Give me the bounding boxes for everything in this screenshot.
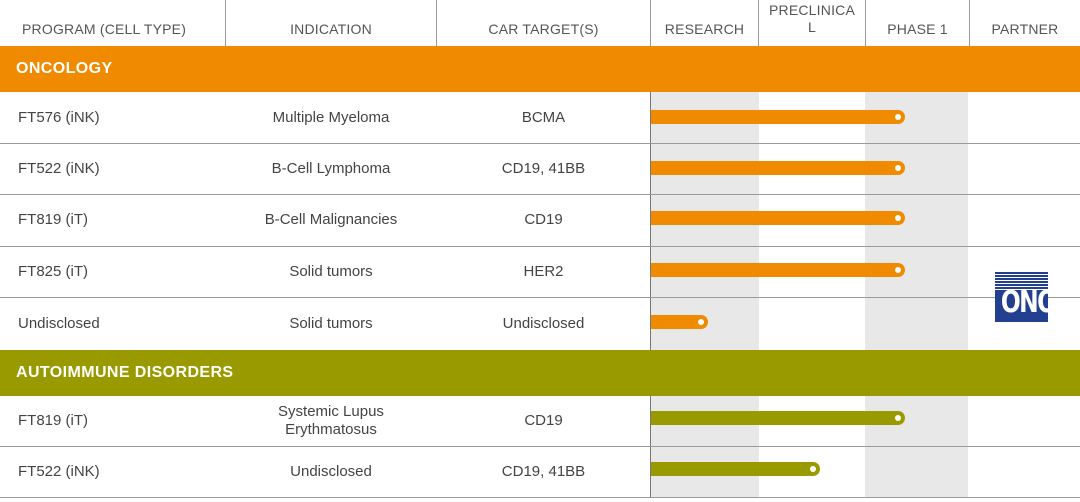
progress-bar [651,110,905,124]
target-cell: Undisclosed [502,314,585,332]
header-indication: INDICATION [290,21,372,37]
header-divider [650,0,651,46]
header-divider [758,0,759,46]
program-cell: FT819 (iT) [18,211,89,228]
stage-divider-line-autoimmune [650,396,651,498]
header-phase1: PHASE 1 [887,21,948,37]
progress-bar-tip-icon [895,114,901,120]
progress-bar [651,462,820,476]
indication-cell: Systemic Lupus Erythmatosus [226,396,436,446]
section-header-autoimmune: AUTOIMMUNE DISORDERS [0,350,1080,396]
program-cell: FT819 (iT) [18,412,89,429]
target-cell: CD19, 41BB [501,159,586,177]
progress-bar-tip-icon [895,215,901,221]
indication-cell: Solid tumors [289,314,373,332]
progress-bar [651,161,905,175]
program-cell: FT576 (iNK) [18,108,100,126]
header-divider [436,0,437,46]
stage-divider-line [650,92,651,350]
program-cell: FT522 (iNK) [18,462,100,480]
indication-line2: Erythmatosus [285,421,377,438]
header-car-target: CAR TARGET(S) [488,21,599,37]
row-separator [0,143,1080,144]
progress-bar [651,315,708,329]
target-cell: CD19 [524,211,563,228]
progress-bar [651,263,905,277]
header-divider [969,0,970,46]
header-preclinical-line1: PRECLINICA [768,2,856,18]
row-separator [0,297,1080,298]
header-divider [225,0,226,46]
indication-cell: B-Cell Malignancies [264,211,398,228]
header-research: RESEARCH [664,21,745,37]
header-preclinical-line2: L [808,19,816,35]
target-cell: CD19, 41BB [501,462,586,480]
partner-logo-icon: ONO [995,272,1048,322]
progress-bar [651,411,905,425]
program-cell: FT825 (iT) [18,262,89,280]
row-separator [0,446,1080,447]
progress-bar-tip-icon [895,267,901,273]
target-cell: HER2 [523,262,564,280]
header-divider [865,0,866,46]
indication-cell: Undisclosed [290,462,372,480]
row-separator [0,194,1080,195]
progress-bar-tip-icon [895,415,901,421]
target-cell: CD19 [524,412,563,429]
header-preclinical: PRECLINICA L [759,0,865,46]
progress-bar-tip-icon [895,165,901,171]
section-title: ONCOLOGY [16,60,113,77]
partner-logo-text: ONO [1000,285,1048,320]
section-title: AUTOIMMUNE DISORDERS [16,364,234,381]
section-header-oncology: ONCOLOGY [0,46,1080,92]
indication-cell: Multiple Myeloma [272,108,390,126]
row-separator [0,497,1080,498]
indication-line1: Systemic Lupus [278,403,384,420]
progress-bar [651,211,905,225]
program-cell: Undisclosed [18,314,100,332]
indication-cell: Solid tumors [289,262,373,280]
target-cell: BCMA [521,108,566,126]
row-separator [0,246,1080,247]
indication-cell: B-Cell Lymphoma [271,159,391,177]
logo-stripes [995,272,1048,290]
progress-bar-tip-icon [810,466,816,472]
header-partner: PARTNER [991,21,1059,37]
progress-bar-tip-icon [698,319,704,325]
header-program: PROGRAM (CELL TYPE) [22,21,187,37]
program-cell: FT522 (iNK) [18,159,100,177]
